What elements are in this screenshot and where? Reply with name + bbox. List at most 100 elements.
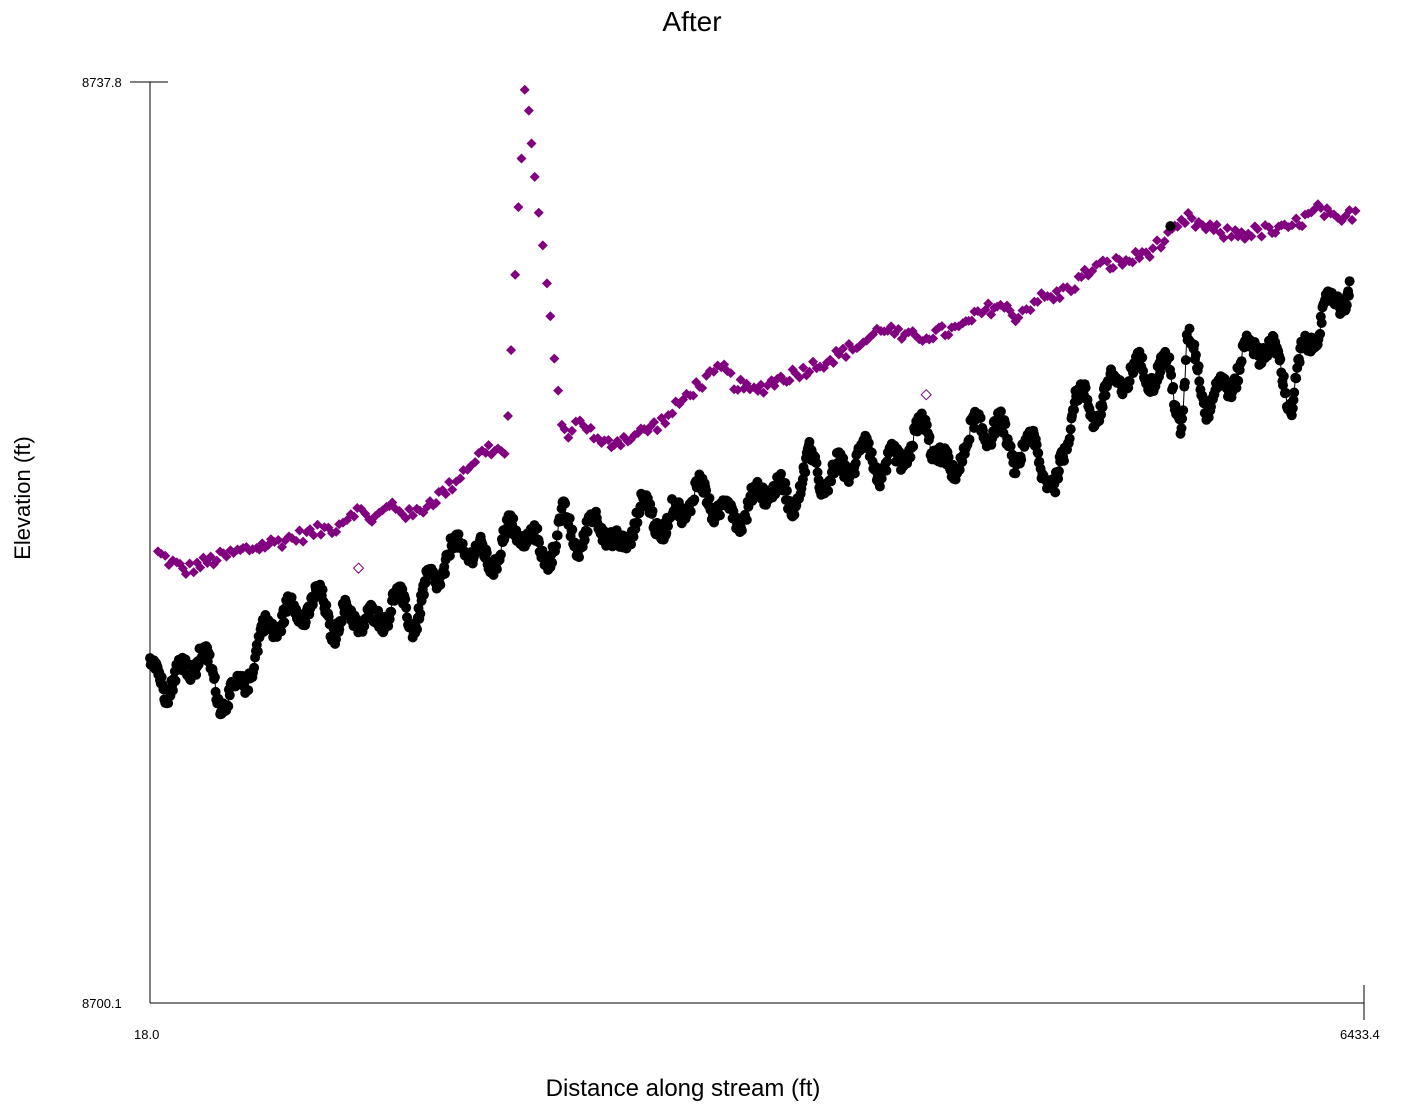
water-surface-open-point	[920, 388, 932, 401]
water-surface-point	[585, 422, 596, 433]
bed-elevation-point	[849, 468, 860, 479]
water-surface-point	[205, 551, 216, 562]
water-surface-point	[1246, 231, 1257, 242]
bed-elevation-point	[975, 412, 986, 423]
bed-elevation-point	[789, 509, 800, 520]
bed-elevation-point	[741, 514, 752, 525]
water-surface-point	[1211, 219, 1222, 230]
bed-elevation-point	[223, 701, 234, 712]
bed-elevation-point	[321, 600, 332, 611]
water-surface-point	[513, 202, 524, 213]
water-surface-point	[1222, 222, 1233, 233]
bed-elevation-point	[286, 592, 297, 603]
bed-elevation-point	[954, 464, 965, 475]
water-surface-point	[563, 432, 574, 443]
bed-elevation-point	[1059, 455, 1069, 466]
water-surface-point	[936, 321, 947, 332]
water-surface-point	[1287, 220, 1298, 231]
water-surface-point	[315, 529, 326, 540]
bed-elevation-point	[440, 568, 450, 579]
bed-elevation-point	[1053, 466, 1064, 477]
water-surface-point	[184, 558, 195, 569]
water-surface-point	[537, 240, 548, 251]
bed-elevation-point	[1064, 433, 1075, 444]
bed-elevation-point	[579, 534, 590, 545]
bed-elevation-point	[1166, 370, 1177, 380]
water-surface-point	[735, 374, 746, 385]
water-surface-point	[526, 138, 537, 149]
bed-elevation-point	[491, 564, 502, 575]
bed-elevation-point	[534, 537, 544, 548]
water-surface-point	[1144, 251, 1155, 262]
bed-elevation-point	[373, 605, 384, 616]
water-surface-point	[708, 366, 719, 377]
bed-elevation-point	[628, 531, 639, 542]
water-surface-point	[649, 417, 660, 428]
bed-elevation-point	[921, 420, 932, 430]
bed-elevation-point	[1289, 387, 1300, 398]
bed-elevation-point	[1294, 357, 1305, 368]
water-surface-point	[549, 353, 560, 364]
y-tick-label-max: 8737.8	[82, 75, 122, 90]
water-surface-point	[758, 387, 769, 398]
bed-elevation-point	[1065, 424, 1076, 435]
bed-elevation-point	[400, 594, 411, 605]
water-surface-point	[455, 473, 466, 484]
bed-elevation-point	[826, 476, 837, 487]
bed-elevation-point	[1069, 404, 1079, 415]
water-surface-point	[828, 357, 839, 368]
water-surface-point	[1147, 243, 1158, 254]
bed-elevation-point	[1180, 355, 1191, 366]
bed-elevation-point	[386, 606, 397, 617]
bed-elevation-point	[418, 589, 429, 600]
water-surface-point	[1013, 312, 1024, 323]
x-tick-label-min: 18.0	[134, 1027, 160, 1042]
bed-elevation-point	[908, 441, 919, 452]
bed-elevation-point	[632, 517, 643, 528]
bed-elevation-point	[1016, 454, 1027, 465]
water-surface-point	[195, 562, 206, 573]
bed-elevation-point	[1190, 349, 1201, 360]
water-surface-point	[1127, 257, 1138, 268]
series-water-surface	[152, 84, 1361, 579]
bed-elevation-point	[1050, 487, 1061, 498]
water-surface-point	[1076, 271, 1087, 282]
water-surface-point	[308, 530, 319, 541]
water-surface-point	[1172, 221, 1183, 232]
bed-elevation-point	[574, 552, 584, 563]
water-surface-point	[506, 345, 517, 356]
bed-elevation-point	[776, 468, 786, 479]
bed-elevation-point	[881, 465, 892, 476]
water-surface-point	[983, 298, 994, 309]
water-surface-point	[1236, 227, 1247, 238]
water-surface-point	[652, 425, 663, 436]
water-surface-point	[784, 375, 795, 386]
water-surface-point	[414, 505, 425, 516]
bed-elevation-point	[1097, 402, 1108, 413]
bed-elevation-point	[167, 685, 178, 696]
bed-elevation-point	[170, 675, 181, 686]
water-surface-point	[294, 525, 305, 536]
water-surface-point	[1252, 224, 1263, 235]
bed-elevation-point	[626, 539, 636, 550]
bed-elevation-point	[943, 452, 954, 463]
water-surface-point	[533, 207, 544, 218]
bed-elevation-point	[384, 614, 395, 625]
series-bed-elevation	[145, 221, 1355, 720]
water-surface-point	[1102, 256, 1113, 267]
water-surface-point	[211, 555, 222, 566]
water-surface-point	[559, 424, 570, 435]
water-surface-point	[1180, 218, 1191, 229]
water-surface-point	[893, 323, 904, 334]
bed-elevation-point	[279, 617, 290, 628]
water-surface-point	[298, 536, 309, 547]
bed-elevation-point	[866, 447, 877, 458]
water-surface-point	[928, 333, 939, 344]
water-surface-point	[688, 390, 699, 401]
bed-elevation-point	[1168, 382, 1179, 392]
water-surface-point	[1297, 221, 1308, 232]
water-surface-point	[615, 440, 626, 451]
water-surface-point	[1152, 235, 1163, 246]
bed-elevation-point	[1137, 352, 1148, 363]
